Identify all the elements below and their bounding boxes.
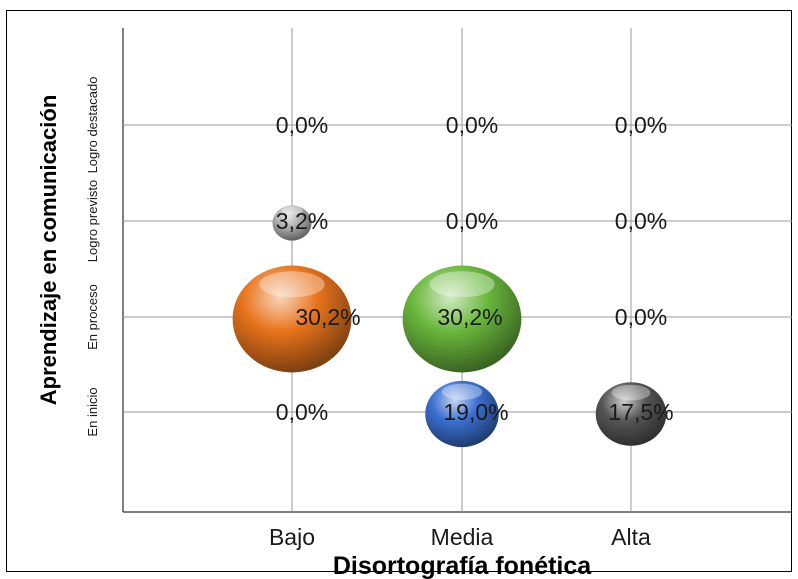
- y-tick-labels: En inicio En proceso Logro previsto Logro d…: [85, 77, 100, 437]
- data-label: 3,2%: [276, 208, 328, 234]
- data-label: 0,0%: [615, 304, 667, 330]
- y-tick-label: Logro destacado: [85, 77, 100, 174]
- data-label: 30,2%: [295, 304, 360, 330]
- y-tick-label: En inicio: [85, 387, 100, 436]
- x-tick-label: Alta: [611, 524, 651, 550]
- x-tick-label: Bajo: [269, 524, 315, 550]
- bubble-highlight: [429, 271, 495, 298]
- data-label: 19,0%: [443, 399, 508, 425]
- bubbles: [232, 205, 667, 448]
- y-tick-label: En proceso: [85, 284, 100, 350]
- bubble: [232, 265, 352, 373]
- data-label: 0,0%: [276, 399, 328, 425]
- data-labels: 0,0% 0,0% 0,0% 3,2% 0,0% 0,0% 30,2% 30,2% 0,0% 0,…: [276, 112, 674, 425]
- bubble: [595, 382, 667, 446]
- bubble-highlight: [259, 271, 325, 298]
- data-label: 0,0%: [446, 112, 498, 138]
- data-label: 0,0%: [446, 208, 498, 234]
- bubble: [272, 205, 312, 241]
- data-label: 30,2%: [437, 304, 502, 330]
- bubble: [425, 380, 499, 448]
- data-label: 0,0%: [615, 112, 667, 138]
- data-label: 17,5%: [608, 399, 673, 425]
- bubble-highlight: [281, 205, 303, 215]
- y-axis-title: Aprendizaje en comunicación: [36, 95, 61, 406]
- data-label: 0,0%: [276, 112, 328, 138]
- x-tick-label: Media: [431, 524, 494, 550]
- y-tick-label: Logro previsto: [85, 180, 100, 262]
- bubble-highlight: [611, 384, 651, 401]
- bubble: [402, 265, 522, 373]
- chart-frame: [6, 10, 792, 572]
- bubble-highlight: [441, 383, 483, 400]
- x-tick-labels: Bajo Media Alta: [269, 524, 651, 550]
- x-axis-title: Disortografía fonética: [333, 552, 592, 579]
- data-label: 0,0%: [615, 208, 667, 234]
